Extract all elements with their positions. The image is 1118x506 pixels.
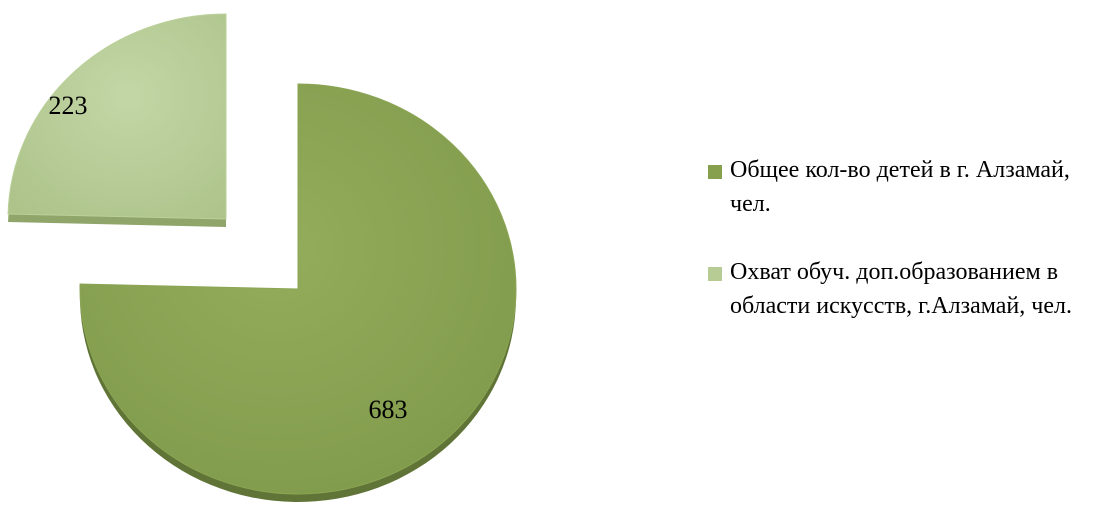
legend-label-total-children: Общее кол-во детей в г. Алзамай, чел.: [730, 157, 1070, 217]
legend-label-arts-coverage: Охват обуч. доп.образованием в области и…: [730, 259, 1072, 319]
legend-swatch-total-children: [708, 165, 722, 179]
data-label-slice-1: 683: [369, 395, 408, 424]
pie-chart: 683 223: [7, 13, 517, 503]
pie-slice-1: [79, 83, 517, 495]
pie-slice-2: [7, 13, 227, 220]
legend-item-arts-coverage: Охват обуч. доп.образованием в области и…: [708, 255, 1108, 323]
legend: Общее кол-во детей в г. Алзамай, чел. Ох…: [708, 153, 1108, 357]
data-label-slice-2: 223: [49, 91, 88, 120]
legend-swatch-arts-coverage: [708, 267, 722, 281]
legend-item-total-children: Общее кол-во детей в г. Алзамай, чел.: [708, 153, 1108, 221]
